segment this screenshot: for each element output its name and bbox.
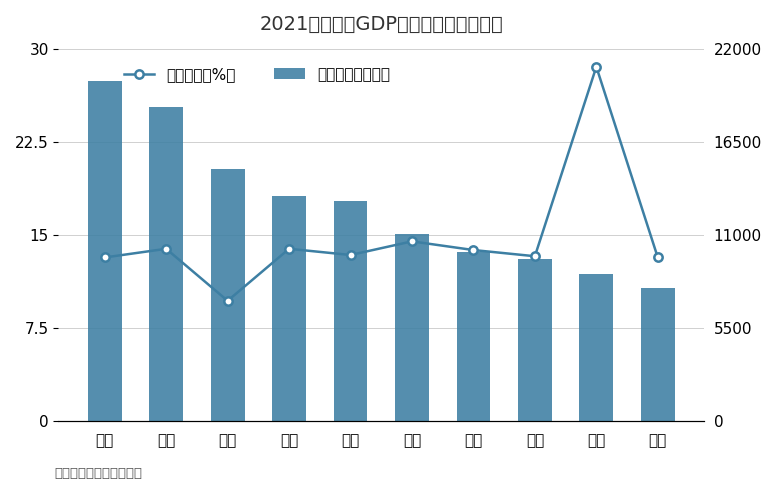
Bar <box>211 169 245 421</box>
Bar <box>580 274 613 421</box>
Bar <box>149 107 183 421</box>
Bar <box>395 234 429 421</box>
Legend: 同比增速（%）, 经济总量（亿元）: 同比增速（%）, 经济总量（亿元） <box>118 61 396 88</box>
Bar <box>272 196 306 421</box>
Bar <box>88 81 122 421</box>
Title: 2021年上半年GDP总量前十位城市情况: 2021年上半年GDP总量前十位城市情况 <box>260 15 503 34</box>
Bar <box>333 201 368 421</box>
Bar <box>518 259 552 421</box>
Text: 数据来源：各地方统计局: 数据来源：各地方统计局 <box>54 467 142 480</box>
Bar <box>457 252 490 421</box>
Bar <box>641 288 674 421</box>
